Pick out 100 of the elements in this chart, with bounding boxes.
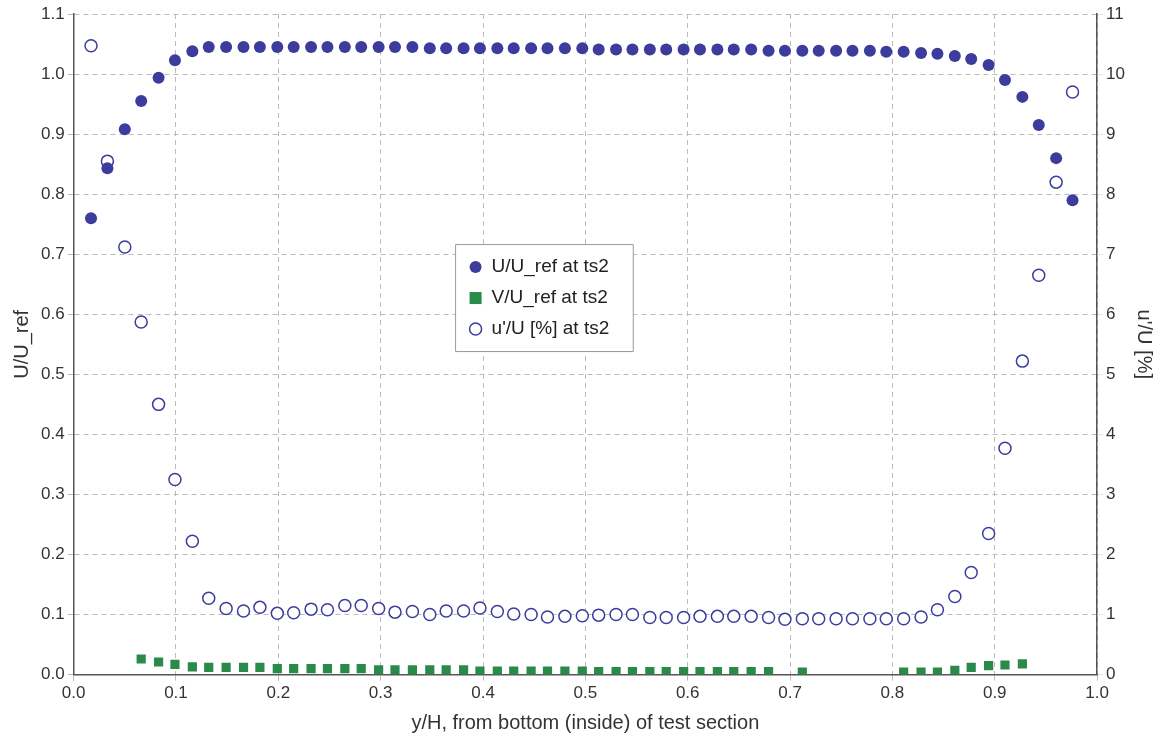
point	[524, 607, 538, 622]
point	[830, 44, 843, 57]
point	[845, 612, 860, 626]
point	[356, 664, 366, 674]
point	[1032, 268, 1046, 282]
point	[425, 665, 435, 675]
point	[846, 44, 859, 57]
point	[388, 605, 402, 619]
point	[440, 42, 453, 55]
y-tick-label: 0.1	[40, 604, 65, 624]
point	[761, 610, 776, 625]
point	[948, 589, 962, 604]
point	[509, 666, 519, 675]
point	[423, 607, 437, 622]
point	[271, 41, 284, 54]
y-tick-label: 0.0	[40, 664, 65, 684]
point	[255, 662, 265, 672]
x-tick-label: 0.8	[880, 683, 905, 703]
point	[473, 42, 486, 55]
point	[1032, 119, 1045, 132]
y2-tick-label: 1	[1106, 604, 1116, 624]
y-tick-label: 1.1	[40, 3, 65, 23]
point	[659, 610, 673, 625]
legend-label: u'/U [%] at ts2	[491, 317, 610, 339]
point	[185, 534, 200, 549]
x-tick-label: 0.5	[573, 683, 598, 703]
point	[625, 607, 640, 622]
point	[236, 604, 251, 618]
point	[101, 162, 114, 175]
point	[374, 665, 384, 675]
point	[711, 43, 724, 56]
point	[981, 526, 996, 541]
y2-tick-label: 7	[1106, 243, 1116, 263]
y-tick-label: 0.3	[40, 484, 65, 504]
point	[964, 565, 978, 580]
point	[863, 612, 877, 626]
point	[135, 95, 148, 108]
point	[695, 667, 705, 675]
point	[1015, 354, 1030, 368]
point	[219, 601, 233, 616]
point	[576, 42, 589, 55]
point	[272, 664, 282, 674]
point	[982, 59, 995, 72]
point	[306, 664, 316, 674]
point	[778, 612, 792, 627]
point	[914, 610, 928, 624]
point	[560, 666, 570, 675]
point	[729, 667, 739, 675]
y-tick-label: 0.8	[40, 183, 65, 203]
point	[897, 45, 910, 58]
point	[693, 43, 706, 56]
point	[186, 45, 199, 58]
legend-label: U/U_ref at ts2	[491, 255, 609, 278]
point	[305, 41, 318, 54]
point	[609, 607, 623, 622]
point	[270, 606, 285, 621]
point	[880, 45, 893, 58]
point	[541, 42, 554, 55]
point	[320, 602, 335, 617]
point	[340, 664, 350, 674]
point	[896, 612, 911, 626]
point	[286, 605, 301, 620]
point	[610, 43, 623, 56]
point	[118, 240, 132, 254]
point	[710, 609, 725, 624]
point	[984, 661, 994, 671]
point	[187, 662, 197, 672]
point	[372, 41, 385, 54]
y-axis-title: U/U_ref	[9, 309, 33, 379]
point	[473, 601, 487, 615]
point	[253, 41, 266, 54]
point	[338, 598, 352, 613]
point	[916, 667, 926, 675]
point	[746, 667, 756, 675]
point	[118, 123, 131, 136]
point	[915, 47, 928, 60]
point	[931, 47, 944, 60]
y-tick-label: 0.2	[40, 544, 65, 564]
point	[795, 612, 810, 626]
point	[405, 604, 420, 619]
point	[863, 44, 876, 57]
point	[85, 212, 98, 225]
point	[998, 74, 1011, 87]
point	[796, 44, 809, 57]
point	[1017, 659, 1027, 669]
point	[338, 41, 351, 54]
point	[441, 665, 451, 675]
point	[354, 598, 368, 613]
point	[948, 50, 961, 63]
point	[458, 665, 469, 675]
y2-tick-label: 9	[1106, 123, 1116, 143]
point	[745, 43, 758, 56]
point	[490, 604, 505, 619]
x-axis-title: y/H, from bottom (inside) of test section	[411, 710, 760, 733]
point	[321, 41, 334, 54]
point	[151, 397, 166, 412]
point	[1066, 194, 1079, 207]
point	[168, 54, 181, 67]
point	[456, 604, 471, 618]
point	[966, 662, 976, 672]
